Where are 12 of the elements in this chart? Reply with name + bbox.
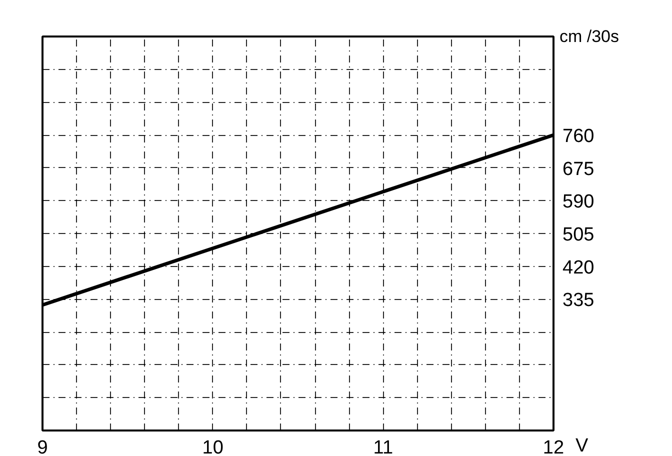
x-tick-label: 12: [542, 438, 564, 456]
y-tick-label: 420: [562, 257, 594, 278]
y-axis-title: cm /30s: [560, 27, 620, 46]
x-tick-label: 9: [37, 438, 48, 456]
y-tick-label: 505: [562, 224, 594, 246]
y-tick-label: 760: [562, 126, 594, 147]
x-tick-label: 10: [202, 438, 224, 456]
y-tick-label: 590: [562, 192, 594, 213]
x-tick-label: 11: [373, 438, 394, 456]
x-axis-title: V: [576, 436, 588, 456]
y-tick-label: 335: [562, 290, 594, 312]
y-tick-label: 675: [562, 158, 594, 180]
